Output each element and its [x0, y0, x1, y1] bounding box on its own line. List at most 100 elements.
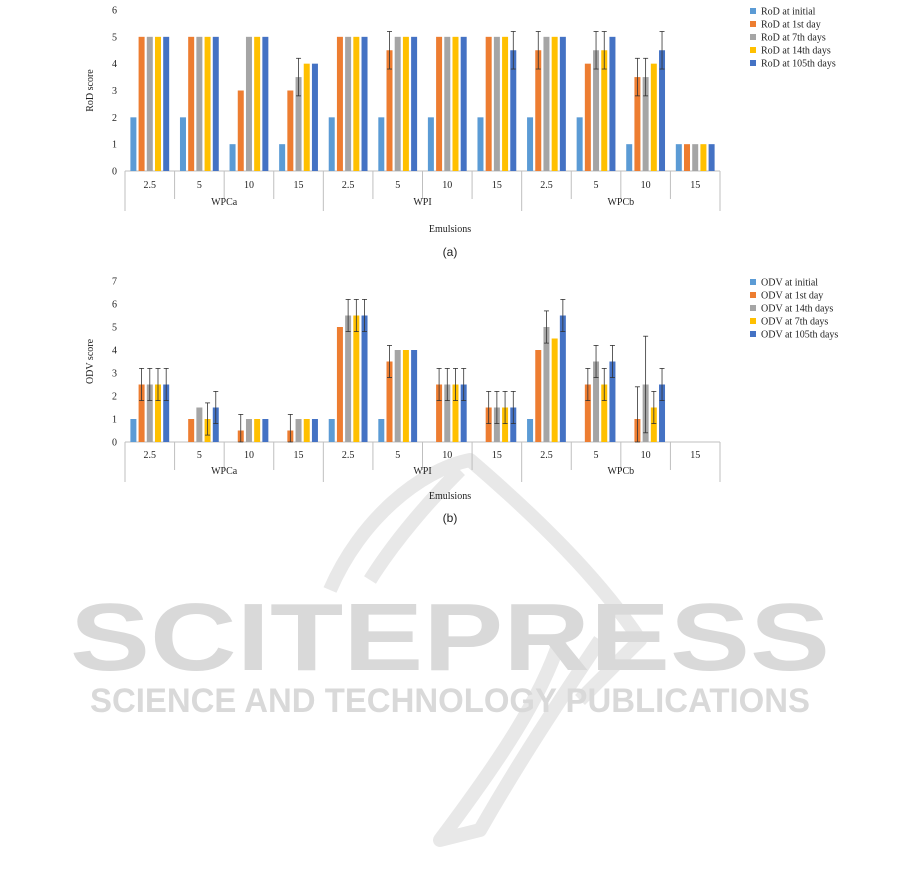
bar — [212, 36, 219, 172]
group-label: WPCb — [607, 197, 634, 208]
y-tick-label: 2 — [112, 392, 117, 403]
bar — [502, 36, 509, 172]
x-tick-label: 10 — [442, 180, 452, 191]
legend-swatch — [750, 305, 756, 311]
legend-swatch — [750, 8, 756, 14]
bar — [460, 36, 467, 172]
watermark-sub-text: SCIENCE AND TECHNOLOGY PUBLICATIONS — [90, 682, 810, 720]
x-tick-label: 10 — [641, 180, 651, 191]
y-tick-label: 0 — [112, 438, 117, 449]
bar — [452, 384, 459, 442]
x-tick-label: 2.5 — [540, 450, 553, 461]
bar — [642, 77, 649, 171]
bar — [444, 384, 451, 442]
legend-entry: ODV at 7th days — [761, 317, 828, 328]
bar — [527, 117, 534, 171]
bar — [493, 36, 500, 172]
bar — [477, 117, 484, 171]
group-label: WPCa — [211, 197, 238, 208]
bar — [650, 63, 657, 171]
x-tick-label: 15 — [690, 450, 700, 461]
x-tick-label: 15 — [294, 180, 304, 191]
bar — [336, 36, 343, 172]
bar — [245, 419, 252, 442]
bar — [584, 63, 591, 171]
legend-swatch — [750, 21, 756, 27]
legend-entry: RoD at 105th days — [761, 59, 836, 70]
y-tick-label: 0 — [112, 167, 117, 178]
legend-entry: RoD at initial — [761, 7, 816, 18]
y-tick-label: 1 — [112, 140, 117, 151]
figure-caption: (b) — [443, 511, 458, 525]
bar — [188, 36, 195, 172]
x-tick-label: 15 — [492, 450, 502, 461]
x-tick-label: 2.5 — [342, 450, 355, 461]
bar — [601, 384, 608, 442]
bar — [436, 384, 443, 442]
bar — [444, 36, 451, 172]
bar — [452, 36, 459, 172]
legend-swatch — [750, 279, 756, 285]
bar — [411, 36, 418, 172]
bar — [237, 90, 244, 171]
bar — [692, 144, 699, 171]
x-tick-label: 15 — [294, 450, 304, 461]
x-axis-title: Emulsions — [429, 224, 471, 235]
bar — [609, 36, 616, 172]
bar — [295, 419, 302, 442]
bar — [262, 36, 269, 172]
y-tick-label: 5 — [112, 32, 117, 43]
legend-swatch — [750, 292, 756, 298]
x-tick-label: 10 — [641, 450, 651, 461]
bar — [196, 36, 203, 172]
legend-swatch — [750, 318, 756, 324]
group-label: WPCb — [607, 466, 634, 477]
watermark-logo-shape — [323, 453, 647, 847]
bar — [353, 315, 360, 442]
bar — [345, 315, 352, 442]
legend-entry: ODV at 105th days — [761, 330, 838, 341]
legend-swatch — [750, 47, 756, 53]
x-tick-label: 5 — [395, 450, 400, 461]
bar — [601, 50, 608, 171]
bar — [626, 144, 633, 171]
bar — [535, 350, 542, 442]
bar — [485, 36, 492, 172]
y-tick-label: 5 — [112, 323, 117, 334]
legend-entry: ODV at 1st day — [761, 291, 823, 302]
bar — [559, 36, 566, 172]
legend-swatch — [750, 34, 756, 40]
y-tick-label: 3 — [112, 369, 117, 380]
bar — [510, 407, 517, 442]
x-tick-label: 2.5 — [144, 450, 157, 461]
bar — [328, 419, 335, 442]
x-tick-label: 5 — [197, 180, 202, 191]
bar — [543, 36, 550, 172]
bar — [634, 77, 641, 171]
legend-entry: RoD at 7th days — [761, 33, 826, 44]
x-tick-label: 10 — [244, 450, 254, 461]
bar — [551, 36, 558, 172]
legend-entry: ODV at initial — [761, 278, 818, 289]
bar — [353, 36, 360, 172]
bar — [535, 50, 542, 171]
y-tick-label: 6 — [112, 6, 117, 17]
bar — [394, 36, 401, 172]
group-label: WPI — [413, 197, 431, 208]
bar — [130, 419, 137, 442]
bar — [502, 407, 509, 442]
y-tick-label: 4 — [112, 59, 117, 70]
x-tick-label: 15 — [492, 180, 502, 191]
x-tick-label: 2.5 — [144, 180, 157, 191]
bar — [138, 36, 145, 172]
bar — [584, 384, 591, 442]
bar — [262, 419, 269, 442]
x-tick-label: 2.5 — [540, 180, 553, 191]
bar — [559, 315, 566, 442]
legend-entry: RoD at 1st day — [761, 20, 821, 31]
bar — [287, 90, 294, 171]
y-tick-label: 2 — [112, 113, 117, 124]
y-tick-label: 7 — [112, 277, 117, 288]
bar — [245, 36, 252, 172]
bar — [254, 36, 261, 172]
